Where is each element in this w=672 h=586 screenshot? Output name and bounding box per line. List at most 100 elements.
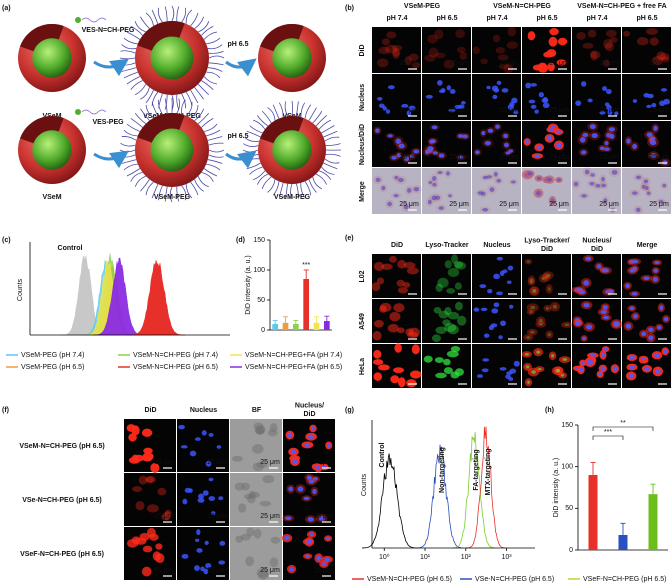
axis-title: DiD intensity (a. u.) [553,458,560,518]
cell [523,334,534,341]
peg-chain [197,176,209,188]
y-tick-label: 150 [561,422,573,429]
peg-chain [207,136,223,141]
cell [525,82,532,89]
cell [530,330,535,334]
peg-chain [296,101,299,117]
cell [557,37,568,46]
cell [408,105,416,111]
scale-label: 25 μm [599,154,619,161]
column-header: Lyso-Tracker/ [524,237,569,244]
cell [609,36,618,43]
cell [371,282,381,292]
peg-chain [242,149,259,153]
bar [648,494,658,550]
cell [387,134,393,138]
cell [513,360,520,367]
peg-chain [252,170,266,181]
cell [392,47,401,57]
cell [308,532,315,537]
row-label: VSeM-N=CH-PEG (pH 6.5) [19,443,104,450]
peg-chain [119,57,136,60]
scale-label: 25 μm [599,60,619,67]
cell [591,133,598,139]
cell [149,533,159,541]
trigger: pH 6.5 [227,41,248,48]
group-header: VSeM-N=CH-PEG [493,3,551,10]
peg-chain [130,118,143,128]
peg-chain [126,123,141,132]
bar [292,324,299,330]
peg-chain [318,119,332,130]
cell [490,323,498,328]
y-tick-label: 100 [561,464,573,471]
peg-chain [285,183,288,199]
peg-chain [315,115,327,127]
cell [632,313,638,319]
cell [451,254,459,264]
cell [378,46,390,55]
cell [531,370,536,374]
peg-chain [308,107,317,121]
peg-chain [208,149,225,153]
scale-label: 25 μm [154,567,174,574]
bracket [592,426,654,431]
cell [631,292,638,296]
peg-chain [164,6,168,22]
cell [636,36,649,46]
cell [482,175,488,180]
peg-chain [120,50,136,54]
significance: *** [302,262,310,269]
cell [546,135,553,141]
cell [126,424,136,432]
peg-chain [176,98,181,114]
peg-chain [201,117,214,128]
cell [542,271,554,280]
cell [297,486,304,492]
cell [448,108,456,113]
cell [503,142,509,148]
peg-chain [324,136,340,142]
peg-chain [290,183,293,200]
legend-label: VSeM-N=CH-PEG (pH 6.5) [133,364,218,371]
peg-chain [151,91,159,107]
cell [649,140,657,146]
peg-chain [169,186,173,203]
cell [652,55,663,66]
peg-chain [181,7,187,23]
cell [396,279,405,287]
cell [506,41,518,49]
cell [203,568,209,575]
cell [629,306,635,311]
peg-chain [164,186,168,202]
cell [316,465,321,471]
cell [603,38,613,49]
micrograph [422,27,471,73]
reagent: VES-N=CH-PEG [82,27,135,34]
peg-chain [145,181,154,196]
cell [390,375,400,384]
cell [406,379,417,388]
peg-chain [190,89,199,104]
cell [663,316,669,322]
cell [307,434,315,439]
cell [579,290,586,295]
cell [219,540,226,546]
cell [373,319,384,328]
cell [218,560,226,565]
cell [580,361,585,365]
peg-chain [318,170,332,181]
cell [267,429,278,437]
curve-label: Non-targeting [439,447,446,493]
cell [496,80,502,86]
row-label: A549 [359,313,366,330]
column-header: Nucleus/ [582,237,611,244]
cell [529,286,539,296]
cell [373,349,382,359]
peg-chain [201,172,214,182]
peg-chain [257,115,269,127]
cell [532,289,537,294]
micrograph [372,254,421,298]
legend-label: VSeM-PEG (pH 6.5) [21,364,84,371]
histogram [128,259,186,336]
